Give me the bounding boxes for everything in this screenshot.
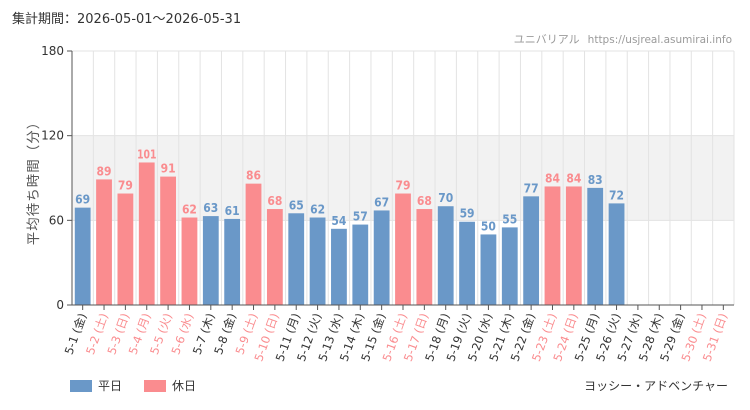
- y-tick-label: 0: [56, 298, 64, 312]
- data-label: 79: [118, 179, 133, 193]
- bar: [117, 193, 134, 305]
- bar: [544, 186, 561, 305]
- data-label: 67: [374, 195, 389, 209]
- bar: [138, 162, 155, 305]
- bar: [96, 179, 112, 305]
- legend-swatch-weekday: [70, 379, 92, 392]
- data-label: 59: [460, 207, 475, 221]
- bar: [395, 193, 411, 305]
- bar: [501, 227, 518, 305]
- data-label: 57: [353, 210, 368, 224]
- data-label: 70: [438, 191, 453, 205]
- data-label: 91: [161, 162, 176, 176]
- y-tick-label: 60: [49, 213, 64, 227]
- data-label: 50: [481, 219, 496, 233]
- bar: [160, 176, 176, 305]
- legend: 平日 休日: [70, 377, 218, 394]
- period-label: 集計期間：2026-05-01～2026-05-31: [12, 12, 242, 27]
- bar: [245, 183, 262, 305]
- data-label: 63: [203, 201, 218, 215]
- bar: [373, 210, 390, 305]
- legend-swatch-holiday: [144, 379, 167, 392]
- bar: [480, 234, 497, 305]
- bar: [181, 217, 198, 305]
- data-label: 69: [75, 193, 90, 207]
- bar: [266, 209, 283, 305]
- data-label: 89: [97, 164, 112, 178]
- bar: [565, 186, 582, 305]
- bar: [309, 217, 326, 305]
- bar: [331, 228, 347, 305]
- data-label: 68: [417, 194, 432, 208]
- brand-name: ユニバリアル: [513, 33, 580, 46]
- attraction-name: ヨッシー・アドベンチャー: [584, 379, 728, 393]
- bar: [459, 221, 475, 305]
- brand-url: https://usjreal.asumirai.info: [587, 34, 732, 46]
- bar: [608, 203, 625, 305]
- bar: [587, 187, 604, 305]
- legend-item-holiday: 休日: [144, 377, 196, 394]
- bar: [416, 209, 433, 305]
- data-label: 101: [137, 147, 156, 161]
- bar: [288, 213, 305, 305]
- data-label: 62: [182, 203, 197, 217]
- data-label: 61: [225, 204, 240, 218]
- data-label: 65: [289, 198, 304, 212]
- data-label: 55: [502, 212, 517, 226]
- bar: [202, 216, 219, 305]
- data-label: 77: [524, 181, 539, 195]
- bar: [74, 207, 91, 305]
- data-label: 86: [246, 169, 261, 183]
- bar: [352, 224, 369, 305]
- data-label: 54: [331, 214, 346, 228]
- bar: [224, 218, 241, 305]
- data-label: 84: [545, 171, 560, 185]
- data-label: 68: [267, 194, 282, 208]
- legend-label-holiday: 休日: [172, 379, 197, 393]
- bar: [437, 206, 454, 305]
- y-tick-label: 120: [41, 129, 64, 143]
- legend-item-weekday: 平日: [70, 377, 122, 394]
- data-label: 62: [310, 203, 325, 217]
- data-label: 72: [609, 188, 624, 202]
- bar: [523, 196, 540, 305]
- data-label: 79: [396, 179, 411, 193]
- data-label: 83: [588, 173, 603, 187]
- legend-label-weekday: 平日: [98, 379, 123, 393]
- data-label: 84: [566, 171, 581, 185]
- brand: ユニバリアル https://usjreal.asumirai.info: [514, 31, 732, 47]
- y-tick-label: 180: [41, 44, 64, 58]
